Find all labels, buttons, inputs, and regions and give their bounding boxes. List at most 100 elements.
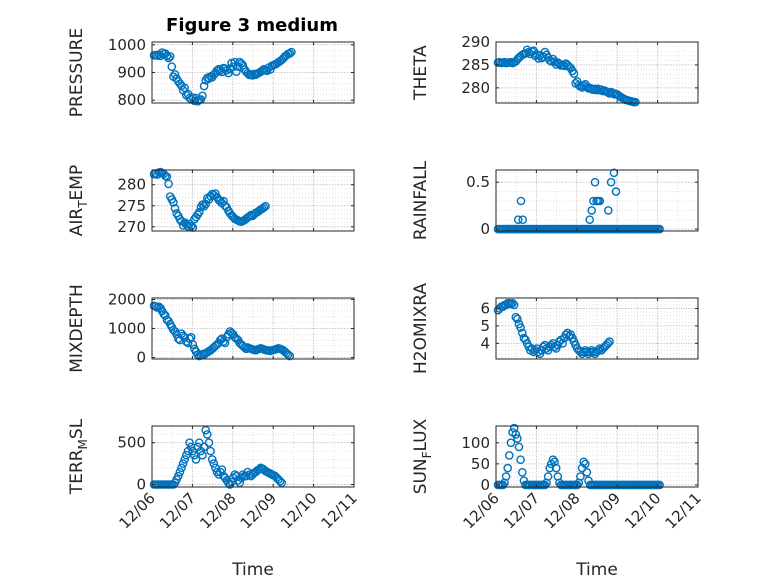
data-point (503, 463, 513, 473)
data-point (164, 179, 173, 189)
data-point (206, 446, 215, 456)
data-point (606, 177, 616, 187)
data-point (246, 70, 256, 79)
axis-ticks: 0 1000 2000 (108, 290, 355, 367)
x-tick-label: 12/07 (156, 489, 199, 532)
data-point (186, 221, 196, 231)
data-point (590, 177, 600, 187)
y-axis-label: MIXDEPTH (67, 284, 87, 373)
data-point (595, 344, 605, 353)
data-point (235, 478, 244, 488)
data-point (509, 300, 519, 310)
axis-ticks: 280 285 290 (461, 33, 699, 103)
data-point (511, 430, 521, 439)
data-point (501, 472, 511, 481)
data-point (164, 53, 173, 63)
data-point (514, 442, 524, 452)
y-axis-label: AIRTEMP (67, 165, 90, 236)
x-axis-label: Time (575, 560, 618, 580)
y-tick-label: 0 (136, 475, 146, 493)
data-point (283, 350, 293, 359)
data-point (181, 219, 191, 229)
data-point (587, 206, 597, 215)
axes-frame (495, 41, 699, 104)
x-tick-label: 12/11 (662, 489, 705, 532)
data-point (198, 91, 207, 101)
data-point (518, 467, 527, 477)
data-point (545, 463, 555, 473)
axes-frame (151, 169, 355, 232)
axes-frame (495, 425, 699, 488)
y-tick-label: 285 (461, 56, 490, 74)
data-point (513, 434, 522, 443)
data-point (579, 347, 589, 357)
data-point (209, 459, 219, 468)
series-points (149, 167, 270, 232)
series-points (493, 45, 640, 107)
axes-frame (151, 425, 355, 488)
data-point (173, 471, 183, 481)
data-point (275, 476, 285, 486)
series-points (493, 298, 614, 359)
data-point (190, 450, 199, 460)
y-tick-label: 275 (117, 197, 146, 215)
y-axis-label: H2OMIXRA (411, 283, 431, 374)
data-point (188, 446, 198, 456)
subplot-rainfall: 00.5 RAINFALL (411, 160, 699, 240)
axes-frame (495, 169, 699, 232)
subplot-mixdepth: 0 1000 2000 MIXDEPTH (67, 284, 355, 373)
data-point (585, 215, 595, 224)
data-point (177, 463, 186, 473)
data-point (169, 198, 178, 207)
data-point (170, 203, 180, 213)
series-points (149, 425, 287, 489)
data-point (180, 455, 189, 464)
y-tick-label: 2000 (108, 290, 146, 308)
data-point (524, 47, 534, 57)
x-axis-label: Time (231, 560, 274, 580)
data-point (194, 207, 204, 217)
x-tick-label: 12/09 (581, 489, 624, 532)
data-point (259, 203, 269, 212)
data-point (631, 97, 640, 107)
figure-title: Figure 3 medium (166, 15, 338, 36)
data-point (572, 480, 582, 490)
y-tick-label: 280 (117, 176, 146, 194)
y-tick-label: 100 (461, 434, 490, 452)
y-tick-label: 0 (480, 476, 490, 494)
data-point (579, 457, 589, 467)
data-point (277, 478, 287, 488)
axes-frame (495, 297, 699, 360)
data-point (585, 347, 595, 357)
data-point (511, 312, 521, 322)
y-axis-label: TERRMSL (67, 418, 90, 495)
data-point (170, 70, 180, 79)
subplot-pressure: 800 900 1000 PRESSURE (67, 28, 355, 117)
data-point (655, 480, 664, 490)
subplot-h2omixra: 456 H2OMIXRA (411, 283, 699, 374)
data-point (198, 200, 207, 209)
data-point (605, 337, 614, 346)
y-tick-label: 0.5 (466, 173, 490, 191)
x-tick-label: 12/11 (318, 489, 361, 532)
axis-ticks: 00.5 (466, 170, 699, 238)
data-point (193, 350, 202, 359)
y-tick-label: 0 (480, 220, 490, 238)
y-tick-label: 270 (117, 218, 146, 236)
series-points (149, 47, 296, 106)
data-point (611, 187, 621, 196)
y-tick-label: 50 (471, 455, 490, 473)
x-tick-label: 12/08 (540, 489, 583, 532)
data-point (569, 69, 579, 78)
y-tick-label: 800 (117, 91, 146, 109)
y-tick-label: 1000 (108, 320, 146, 338)
series-points (149, 301, 295, 361)
data-point (201, 425, 210, 435)
data-point (220, 338, 230, 348)
data-point (540, 480, 550, 490)
data-point (551, 463, 561, 473)
y-tick-label: 6 (480, 299, 490, 317)
x-tick-label: 12/07 (500, 489, 543, 532)
